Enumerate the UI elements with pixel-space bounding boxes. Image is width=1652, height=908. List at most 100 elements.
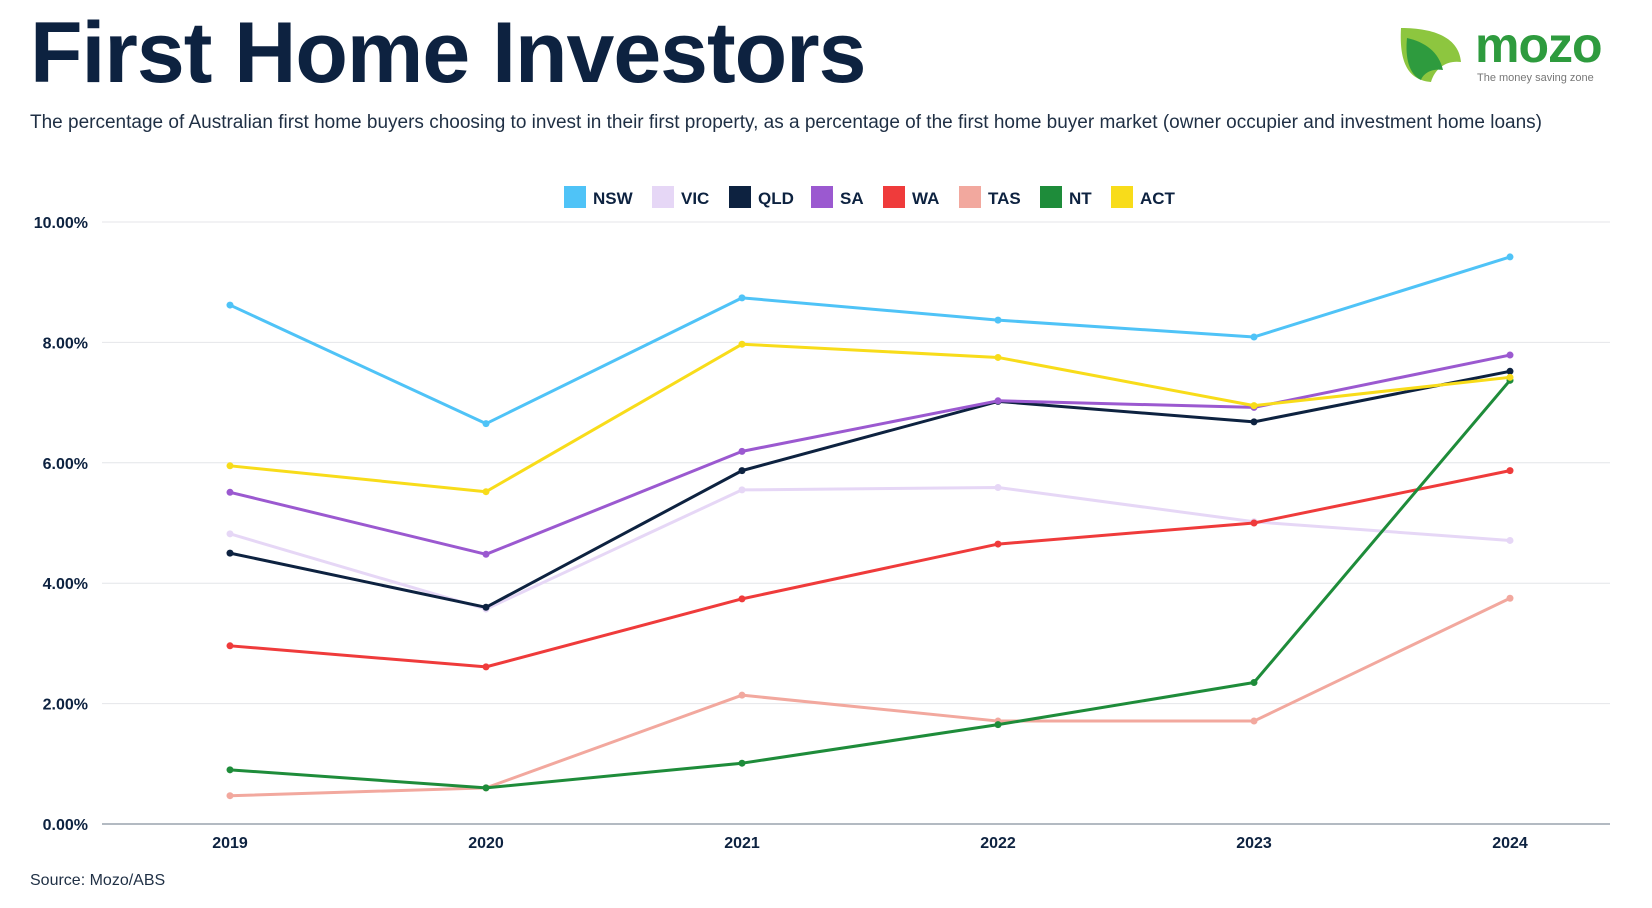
chart-gridlines (102, 221, 1610, 825)
legend-label: NT (1069, 189, 1092, 208)
source-note: Source: Mozo/ABS (30, 872, 166, 889)
series-line (229, 379, 1512, 790)
legend-item-sa: SA (811, 186, 864, 208)
legend-swatch (1111, 186, 1133, 208)
series-line (229, 469, 1511, 669)
legend-swatch (959, 186, 981, 208)
data-point (994, 397, 1002, 405)
legend-swatch (564, 186, 586, 208)
data-point (482, 784, 490, 792)
data-point (226, 301, 234, 309)
series-lines (226, 253, 1514, 800)
series-nsw (226, 253, 1514, 428)
x-tick-label: 2019 (212, 835, 248, 852)
data-point (994, 483, 1002, 491)
legend-swatch (883, 186, 905, 208)
data-point (226, 549, 234, 557)
data-point (738, 294, 746, 302)
data-point (482, 550, 490, 558)
data-point (1250, 679, 1258, 687)
data-point (482, 420, 490, 428)
series-line (229, 342, 1511, 494)
mozo-logo: mozo The money saving zone (1395, 20, 1625, 90)
legend-item-qld: QLD (729, 186, 794, 208)
data-point (226, 488, 234, 496)
data-point (1250, 519, 1258, 527)
data-point (226, 530, 234, 538)
data-point (738, 447, 746, 455)
legend-label: TAS (988, 189, 1021, 208)
data-point (994, 540, 1002, 548)
legend-label: QLD (758, 189, 794, 208)
data-point (738, 486, 746, 494)
legend-label: ACT (1140, 189, 1176, 208)
series-line (229, 255, 1511, 426)
series-line (229, 369, 1511, 609)
data-point (738, 595, 746, 603)
legend-item-nt: NT (1040, 186, 1092, 208)
logo-tagline: The money saving zone (1477, 72, 1594, 84)
data-point (994, 353, 1002, 361)
data-point (738, 691, 746, 699)
data-point (1506, 367, 1514, 375)
data-point (1506, 594, 1514, 602)
legend-item-vic: VIC (652, 186, 709, 208)
series-line (229, 596, 1511, 798)
data-point (738, 759, 746, 767)
legend-label: SA (840, 189, 864, 208)
series-line (229, 353, 1511, 556)
leaf-icon (1400, 28, 1461, 82)
x-axis: 2019 2020 2021 2022 2023 2024 (212, 835, 1528, 852)
legend-swatch (729, 186, 751, 208)
data-point (1506, 536, 1514, 544)
data-point (1250, 402, 1258, 410)
chart-legend: NSW VIC QLD SA WA TAS NT ACT (564, 186, 1176, 208)
data-point (1506, 467, 1514, 475)
y-axis: 0.00% 2.00% 4.00% 6.00% 8.00% 10.00% (34, 215, 88, 834)
legend-item-nsw: NSW (564, 186, 634, 208)
data-point (482, 603, 490, 611)
data-point (994, 721, 1002, 729)
data-point (226, 766, 234, 774)
legend-swatch (811, 186, 833, 208)
y-tick-label: 0.00% (43, 817, 88, 834)
data-point (482, 488, 490, 496)
legend-item-act: ACT (1111, 186, 1176, 208)
x-tick-label: 2022 (980, 835, 1016, 852)
data-point (1506, 373, 1514, 381)
x-tick-label: 2023 (1236, 835, 1272, 852)
data-point (226, 792, 234, 800)
logo-wordmark: mozo (1475, 17, 1603, 73)
data-point (1506, 253, 1514, 261)
data-point (1506, 351, 1514, 359)
y-tick-label: 4.00% (43, 576, 88, 593)
data-point (1250, 418, 1258, 426)
y-tick-label: 8.00% (43, 335, 88, 352)
legend-label: VIC (681, 189, 709, 208)
series-wa (226, 467, 1514, 671)
data-point (482, 663, 490, 671)
legend-swatch (652, 186, 674, 208)
legend-item-tas: TAS (959, 186, 1021, 208)
legend-swatch (1040, 186, 1062, 208)
page-subtitle: The percentage of Australian first home … (30, 112, 1542, 133)
data-point (1250, 333, 1258, 341)
data-point (738, 340, 746, 348)
legend-item-wa: WA (883, 186, 939, 208)
y-tick-label: 2.00% (43, 697, 88, 714)
y-tick-label: 10.00% (34, 215, 88, 232)
x-tick-label: 2024 (1492, 835, 1528, 852)
page-title: First Home Investors (30, 5, 866, 101)
x-tick-label: 2020 (468, 835, 504, 852)
series-nt (226, 376, 1514, 792)
data-point (994, 316, 1002, 324)
data-point (226, 462, 234, 470)
series-tas (226, 594, 1514, 800)
data-point (226, 642, 234, 650)
data-point (738, 467, 746, 475)
series-line (229, 485, 1511, 611)
legend-label: WA (912, 189, 939, 208)
data-point (1250, 717, 1258, 725)
x-tick-label: 2021 (724, 835, 760, 852)
